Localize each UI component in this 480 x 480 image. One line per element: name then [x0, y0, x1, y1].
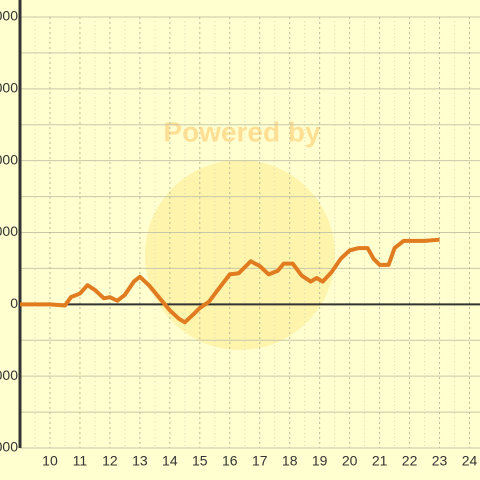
x-tick-label: 10 — [42, 453, 58, 469]
x-tick-label: 13 — [132, 453, 148, 469]
watermark: Powered by — [163, 116, 321, 147]
y-tick-label: -3,000 — [0, 367, 18, 383]
x-tick-label: 16 — [222, 453, 238, 469]
x-tick-label: 24 — [462, 453, 478, 469]
x-tick-label: 12 — [102, 453, 118, 469]
x-tick-label: 15 — [192, 453, 208, 469]
x-tick-label: 11 — [73, 453, 88, 469]
x-tick-label: 17 — [252, 453, 268, 469]
x-tick-label: 22 — [402, 453, 418, 469]
y-tick-label: -6,000 — [0, 439, 18, 455]
line-series — [20, 237, 440, 325]
x-tick-label: 21 — [372, 453, 388, 469]
y-tick-label: 12,000 — [0, 8, 18, 24]
y-tick-label: 9,000 — [0, 80, 18, 96]
y-tick-label: 0 — [10, 295, 18, 311]
x-tick-label: 14 — [162, 453, 178, 469]
watermark-logo — [145, 160, 335, 350]
x-tick-label: 18 — [282, 453, 298, 469]
y-tick-label: 3,000 — [0, 223, 18, 239]
x-tick-label: 19 — [312, 453, 328, 469]
y-tick-label: 6,000 — [0, 151, 18, 167]
x-tick-label: 23 — [432, 453, 448, 469]
x-tick-label: 20 — [342, 453, 358, 469]
